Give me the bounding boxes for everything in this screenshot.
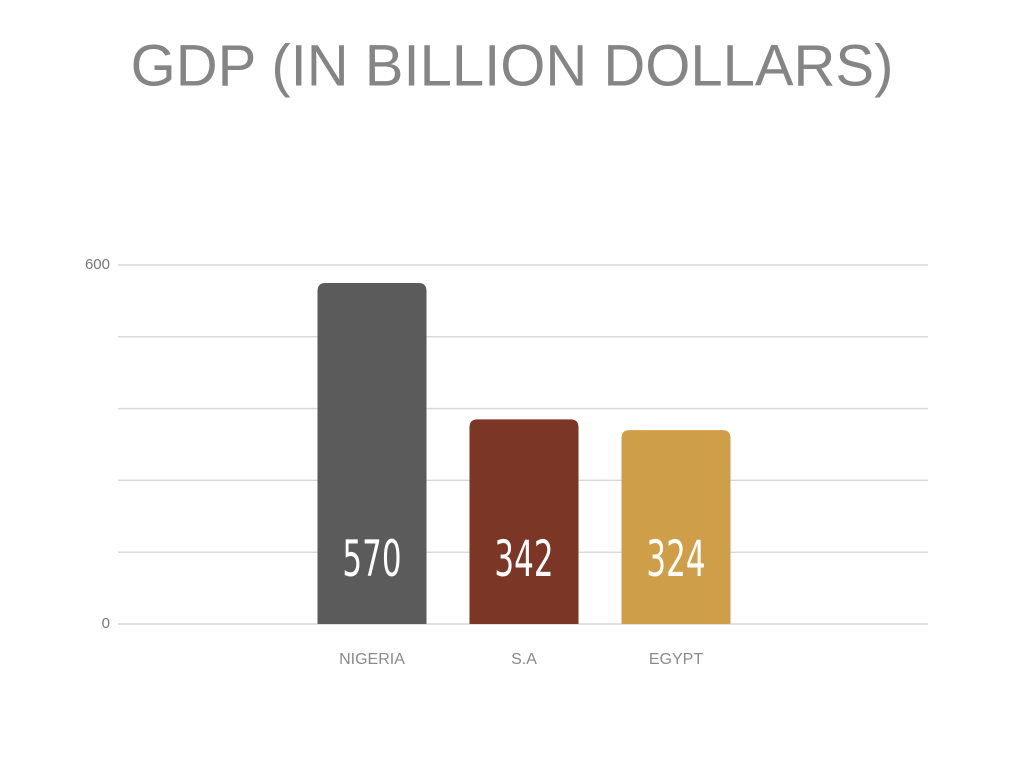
bar [317, 282, 427, 624]
value-label: 324 [646, 529, 705, 588]
x-tick-label: S.A [511, 651, 537, 668]
bar [621, 430, 731, 624]
value-label: 342 [494, 529, 553, 588]
chart-title: GDP (IN BILLION DOLLARS) [131, 33, 894, 98]
y-tick-label: 600 [85, 256, 110, 273]
x-tick-label: EGYPT [649, 651, 703, 668]
x-tick-label: NIGERIA [339, 651, 405, 668]
y-tick-label: 0 [102, 615, 110, 632]
value-label: 570 [342, 529, 401, 588]
bar [469, 419, 579, 624]
